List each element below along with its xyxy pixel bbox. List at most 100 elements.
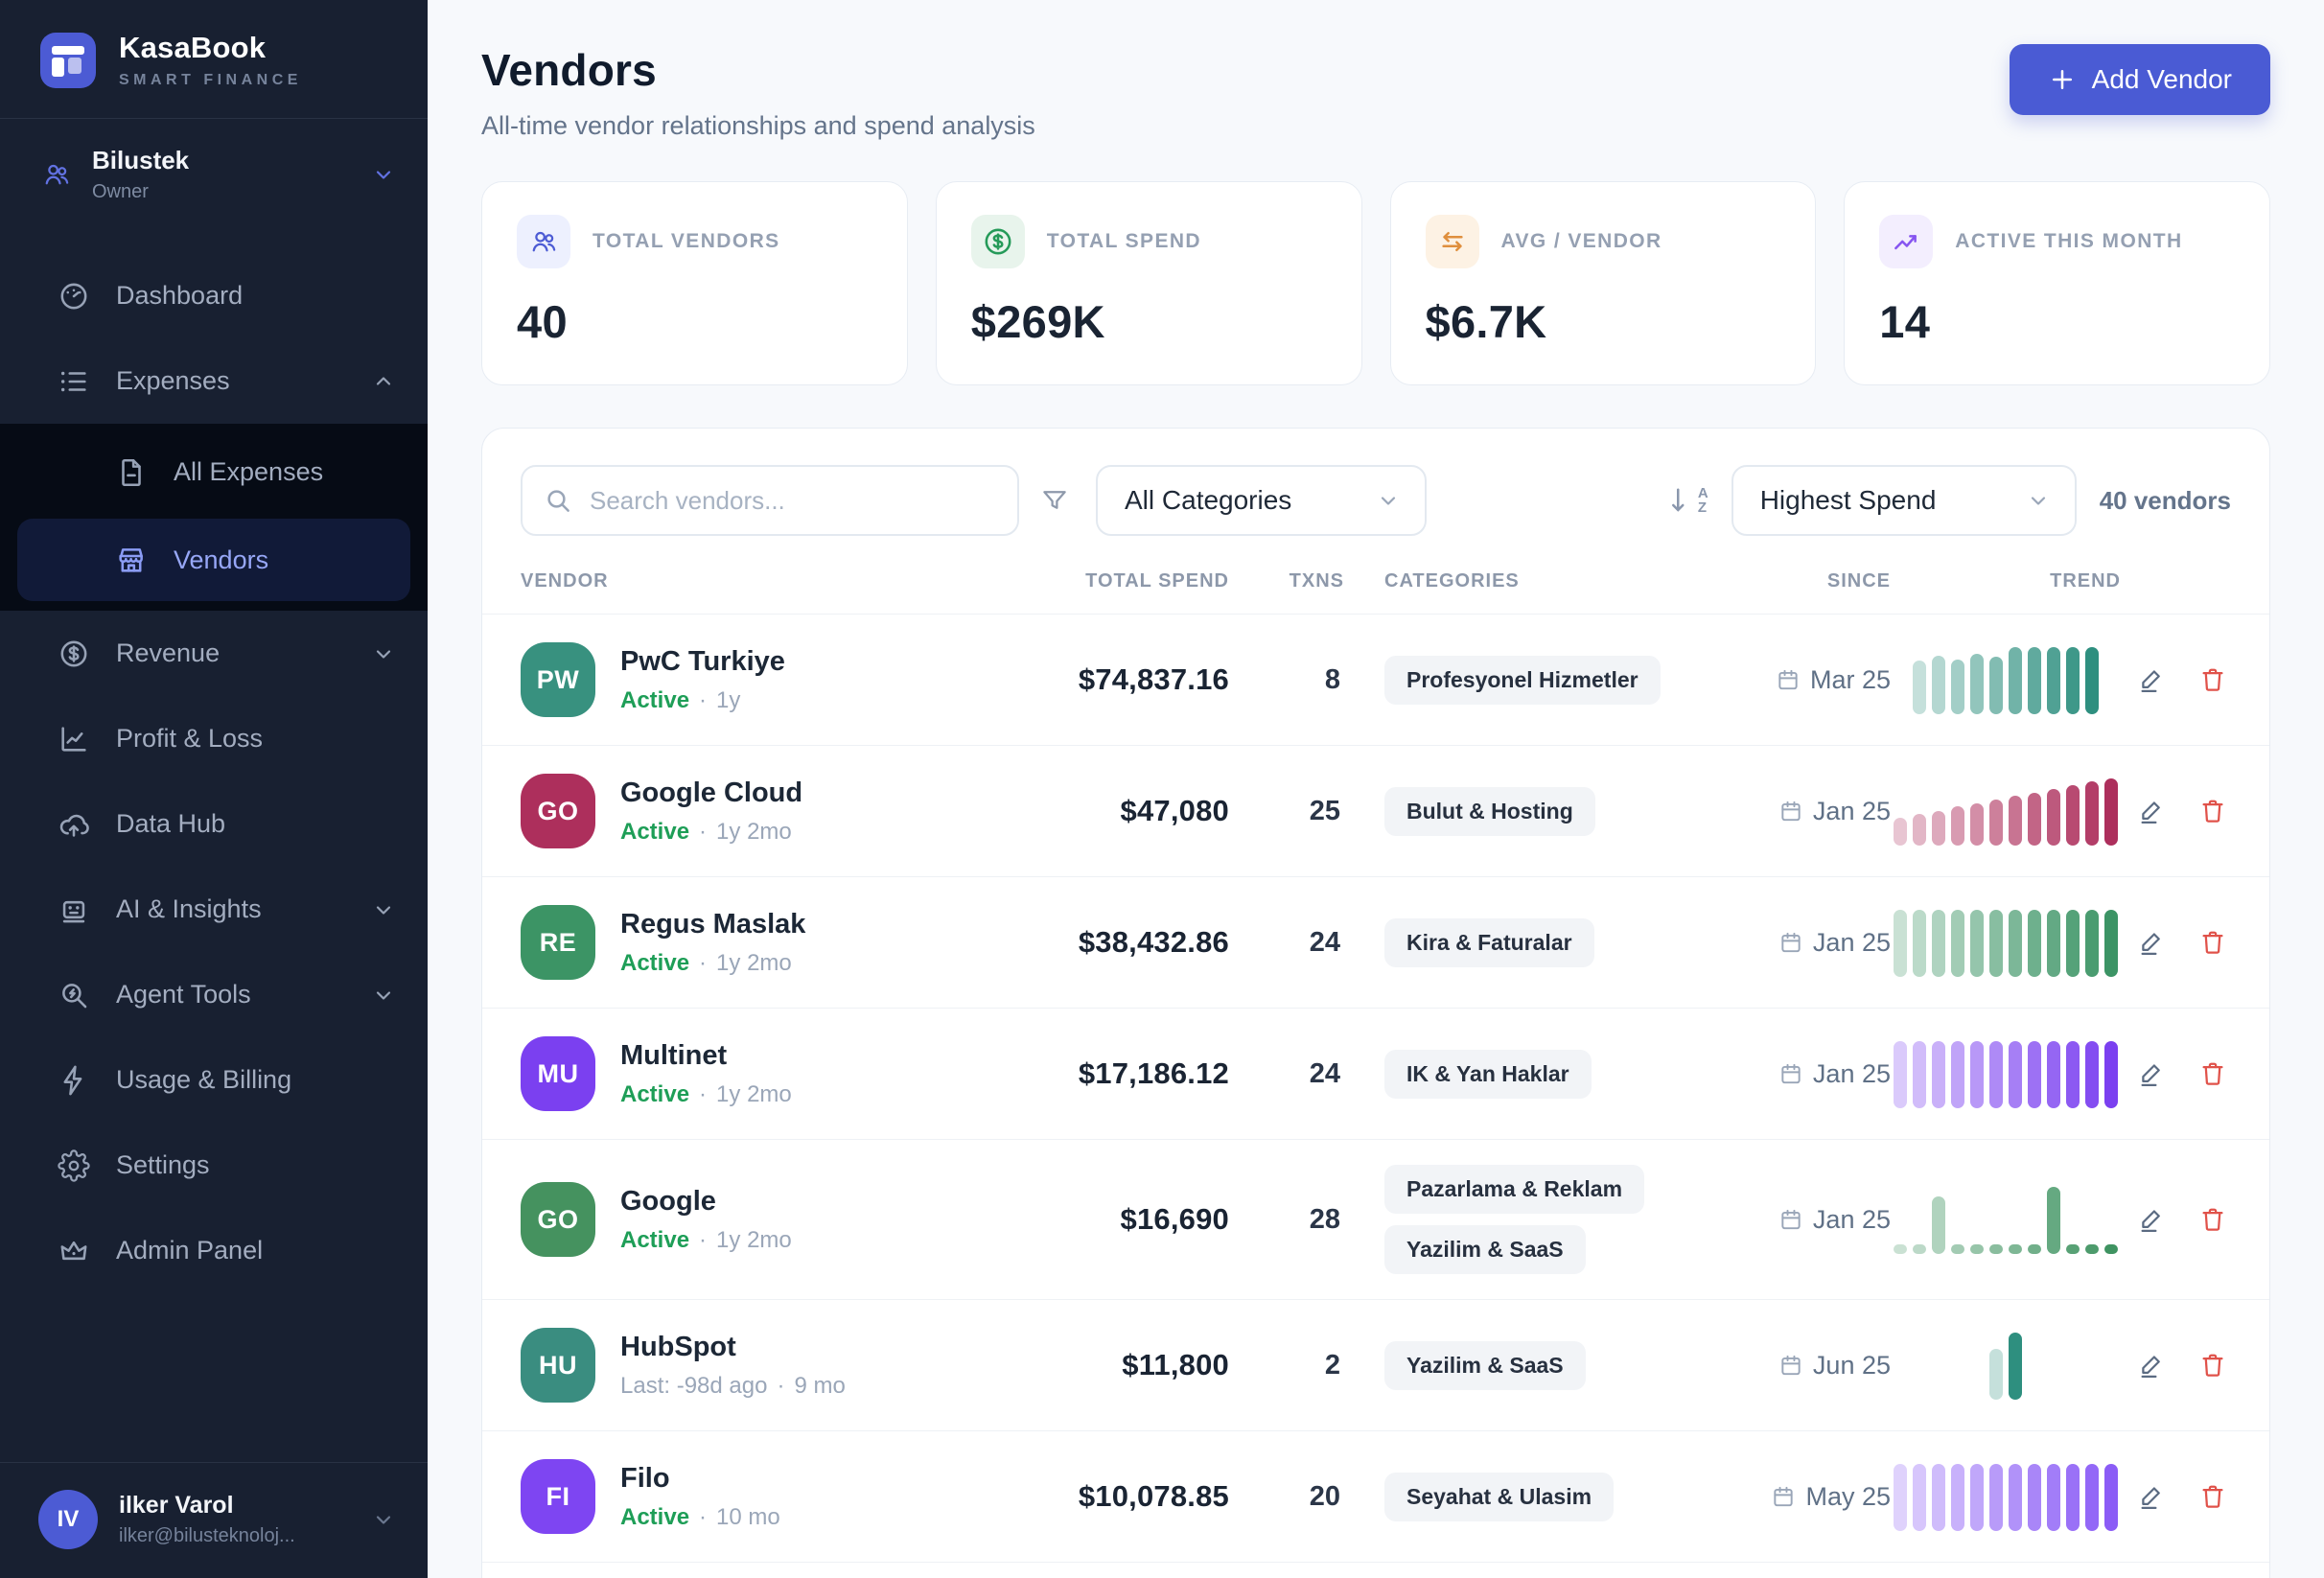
vendor-row-hubspot: HU HubSpot Last: -98d ago · 9 mo $11,800 2 Yazi…	[482, 1300, 2269, 1431]
plus-icon	[2048, 65, 2077, 94]
vendor-avatar: MU	[521, 1036, 595, 1111]
table-header: Vendor Total Spend Txns Categories Since…	[482, 565, 2269, 615]
vendor-tenure: 10 mo	[716, 1503, 780, 1530]
vendor-spend: $47,080	[1120, 794, 1229, 827]
sidebar-item-data-hub[interactable]: Data Hub	[0, 781, 428, 867]
delete-vendor-button[interactable]	[2195, 661, 2231, 698]
sidebar-item-label: Settings	[116, 1150, 210, 1179]
delete-vendor-button[interactable]	[2195, 1347, 2231, 1383]
vendor-avatar: GO	[521, 774, 595, 848]
category-chip: Profesyonel Hizmetler	[1384, 655, 1661, 705]
sidebar-item-dashboard[interactable]: Dashboard	[0, 253, 428, 338]
sidebar-item-agent-tools[interactable]: Agent Tools	[0, 952, 428, 1037]
delete-vendor-button[interactable]	[2195, 1478, 2231, 1515]
delete-vendor-button[interactable]	[2195, 1201, 2231, 1238]
trend-sparkline	[1891, 777, 2121, 846]
delete-vendor-button[interactable]	[2195, 1056, 2231, 1092]
bot-icon	[58, 893, 90, 926]
meta-separator: ·	[699, 1503, 708, 1530]
trend-sparkline	[1891, 908, 2121, 977]
meta-separator: ·	[699, 686, 708, 713]
crown-icon	[58, 1235, 90, 1267]
sidebar-item-label: Data Hub	[116, 809, 226, 838]
sidebar-item-label: Admin Panel	[116, 1236, 264, 1265]
edit-vendor-button[interactable]	[2133, 661, 2170, 698]
stat-label: TOTAL VENDORS	[593, 230, 780, 252]
org-role: Owner	[92, 181, 149, 202]
edit-vendor-button[interactable]	[2133, 1056, 2170, 1092]
trend-sparkline	[1891, 1462, 2121, 1531]
divider	[0, 118, 428, 119]
calendar-icon	[1778, 930, 1803, 955]
vendor-row-pwc-turkiye: PW PwC Turkiye Active · 1y $74,837.16 8 Profesy…	[482, 615, 2269, 746]
vendor-row-google-cloud: GO Google Cloud Active · 1y 2mo $47,080 25 Bulu…	[482, 746, 2269, 877]
meta-separator: ·	[699, 949, 708, 976]
user-menu[interactable]: IV ilker Varol ilker@bilusteknoloj...	[0, 1462, 428, 1578]
gauge-icon	[58, 280, 90, 313]
vendor-txns: 24	[1309, 926, 1340, 958]
trend-sparkline	[1891, 1185, 2121, 1254]
vendor-status: Active	[620, 686, 690, 713]
sidebar-item-ai-insights[interactable]: AI & Insights	[0, 867, 428, 952]
vendor-name: PwC Turkiye	[620, 645, 785, 677]
sidebar-item-vendors[interactable]: Vendors	[17, 519, 410, 601]
users-icon	[517, 215, 570, 268]
store-icon	[115, 544, 148, 576]
sidebar-item-settings[interactable]: Settings	[0, 1123, 428, 1208]
vendor-since: Mar 25	[1809, 664, 1891, 694]
edit-vendor-button[interactable]	[2133, 1478, 2170, 1515]
sidebar-item-revenue[interactable]: Revenue	[0, 611, 428, 696]
vendor-tenure: 1y	[716, 686, 741, 713]
sort-select[interactable]: Highest Spend	[1731, 465, 2077, 536]
category-chip: Pazarlama & Reklam	[1384, 1165, 1645, 1214]
filter-funnel-icon[interactable]	[1040, 486, 1069, 515]
stat-value: $6.7K	[1425, 296, 1547, 347]
list-icon	[58, 365, 90, 398]
vendor-since: Jan 25	[1812, 1204, 1891, 1234]
vendor-txns: 2	[1324, 1349, 1340, 1381]
delete-vendor-button[interactable]	[2195, 924, 2231, 961]
vendor-tenure: 1y 2mo	[716, 818, 792, 845]
org-name: Bilustek	[92, 146, 190, 174]
calendar-icon	[1776, 667, 1801, 692]
edit-vendor-button[interactable]	[2133, 1201, 2170, 1238]
zap-icon	[58, 1064, 90, 1097]
vendors-panel: All Categories AZ Highest Spend 40 vendo…	[481, 428, 2270, 1578]
meta-separator: ·	[699, 1080, 708, 1107]
edit-vendor-button[interactable]	[2133, 924, 2170, 961]
vendor-status: Active	[620, 1080, 690, 1107]
vendor-name: Filo	[620, 1462, 670, 1494]
vendor-spend: $38,432.86	[1078, 925, 1229, 959]
col-since: Since	[1826, 570, 1891, 592]
sidebar-item-all-expenses[interactable]: All Expenses	[0, 429, 428, 515]
add-vendor-button[interactable]: Add Vendor	[2009, 44, 2270, 115]
search-input[interactable]	[521, 465, 1019, 536]
sidebar-nav: Dashboard Expenses All Expenses Vendors Reve…	[0, 228, 428, 1462]
dollar-icon	[970, 215, 1025, 268]
col-txns: Txns	[1289, 570, 1344, 592]
category-chip: Bulut & Hosting	[1384, 786, 1595, 836]
sidebar-item-usage-billing[interactable]: Usage & Billing	[0, 1037, 428, 1123]
vendor-status: Active	[620, 818, 690, 845]
org-switcher[interactable]: Bilustek Owner	[0, 119, 428, 228]
expenses-submenu: All Expenses Vendors	[0, 424, 428, 611]
category-select-value: All Categories	[1125, 485, 1292, 515]
delete-vendor-button[interactable]	[2195, 793, 2231, 829]
category-chip: Yazilim & SaaS	[1384, 1340, 1586, 1390]
vendor-count: 40 vendors	[2099, 485, 2231, 515]
edit-vendor-button[interactable]	[2133, 1347, 2170, 1383]
vendor-txns: 20	[1309, 1480, 1340, 1512]
edit-vendor-button[interactable]	[2133, 793, 2170, 829]
sidebar-item-profit-loss[interactable]: Profit & Loss	[0, 696, 428, 781]
category-select[interactable]: All Categories	[1096, 465, 1427, 536]
vendor-txns: 25	[1309, 795, 1340, 826]
sidebar-item-admin-panel[interactable]: Admin Panel	[0, 1208, 428, 1293]
sidebar-item-expenses[interactable]: Expenses	[0, 338, 428, 424]
vendor-row-google: GO Google Active · 1y 2mo $16,690 28 Pazarlama …	[482, 1140, 2269, 1300]
vendor-row-regus-maslak: RE Regus Maslak Active · 1y 2mo $38,432.86 24 K…	[482, 877, 2269, 1009]
sidebar-item-label: Expenses	[116, 366, 230, 395]
stat-card-total-spend: TOTAL SPEND $269K	[935, 181, 1362, 385]
stats-row: TOTAL VENDORS 40 TOTAL SPEND $269K AVG / VEN…	[481, 181, 2270, 385]
sidebar-item-label: Dashboard	[116, 281, 244, 310]
